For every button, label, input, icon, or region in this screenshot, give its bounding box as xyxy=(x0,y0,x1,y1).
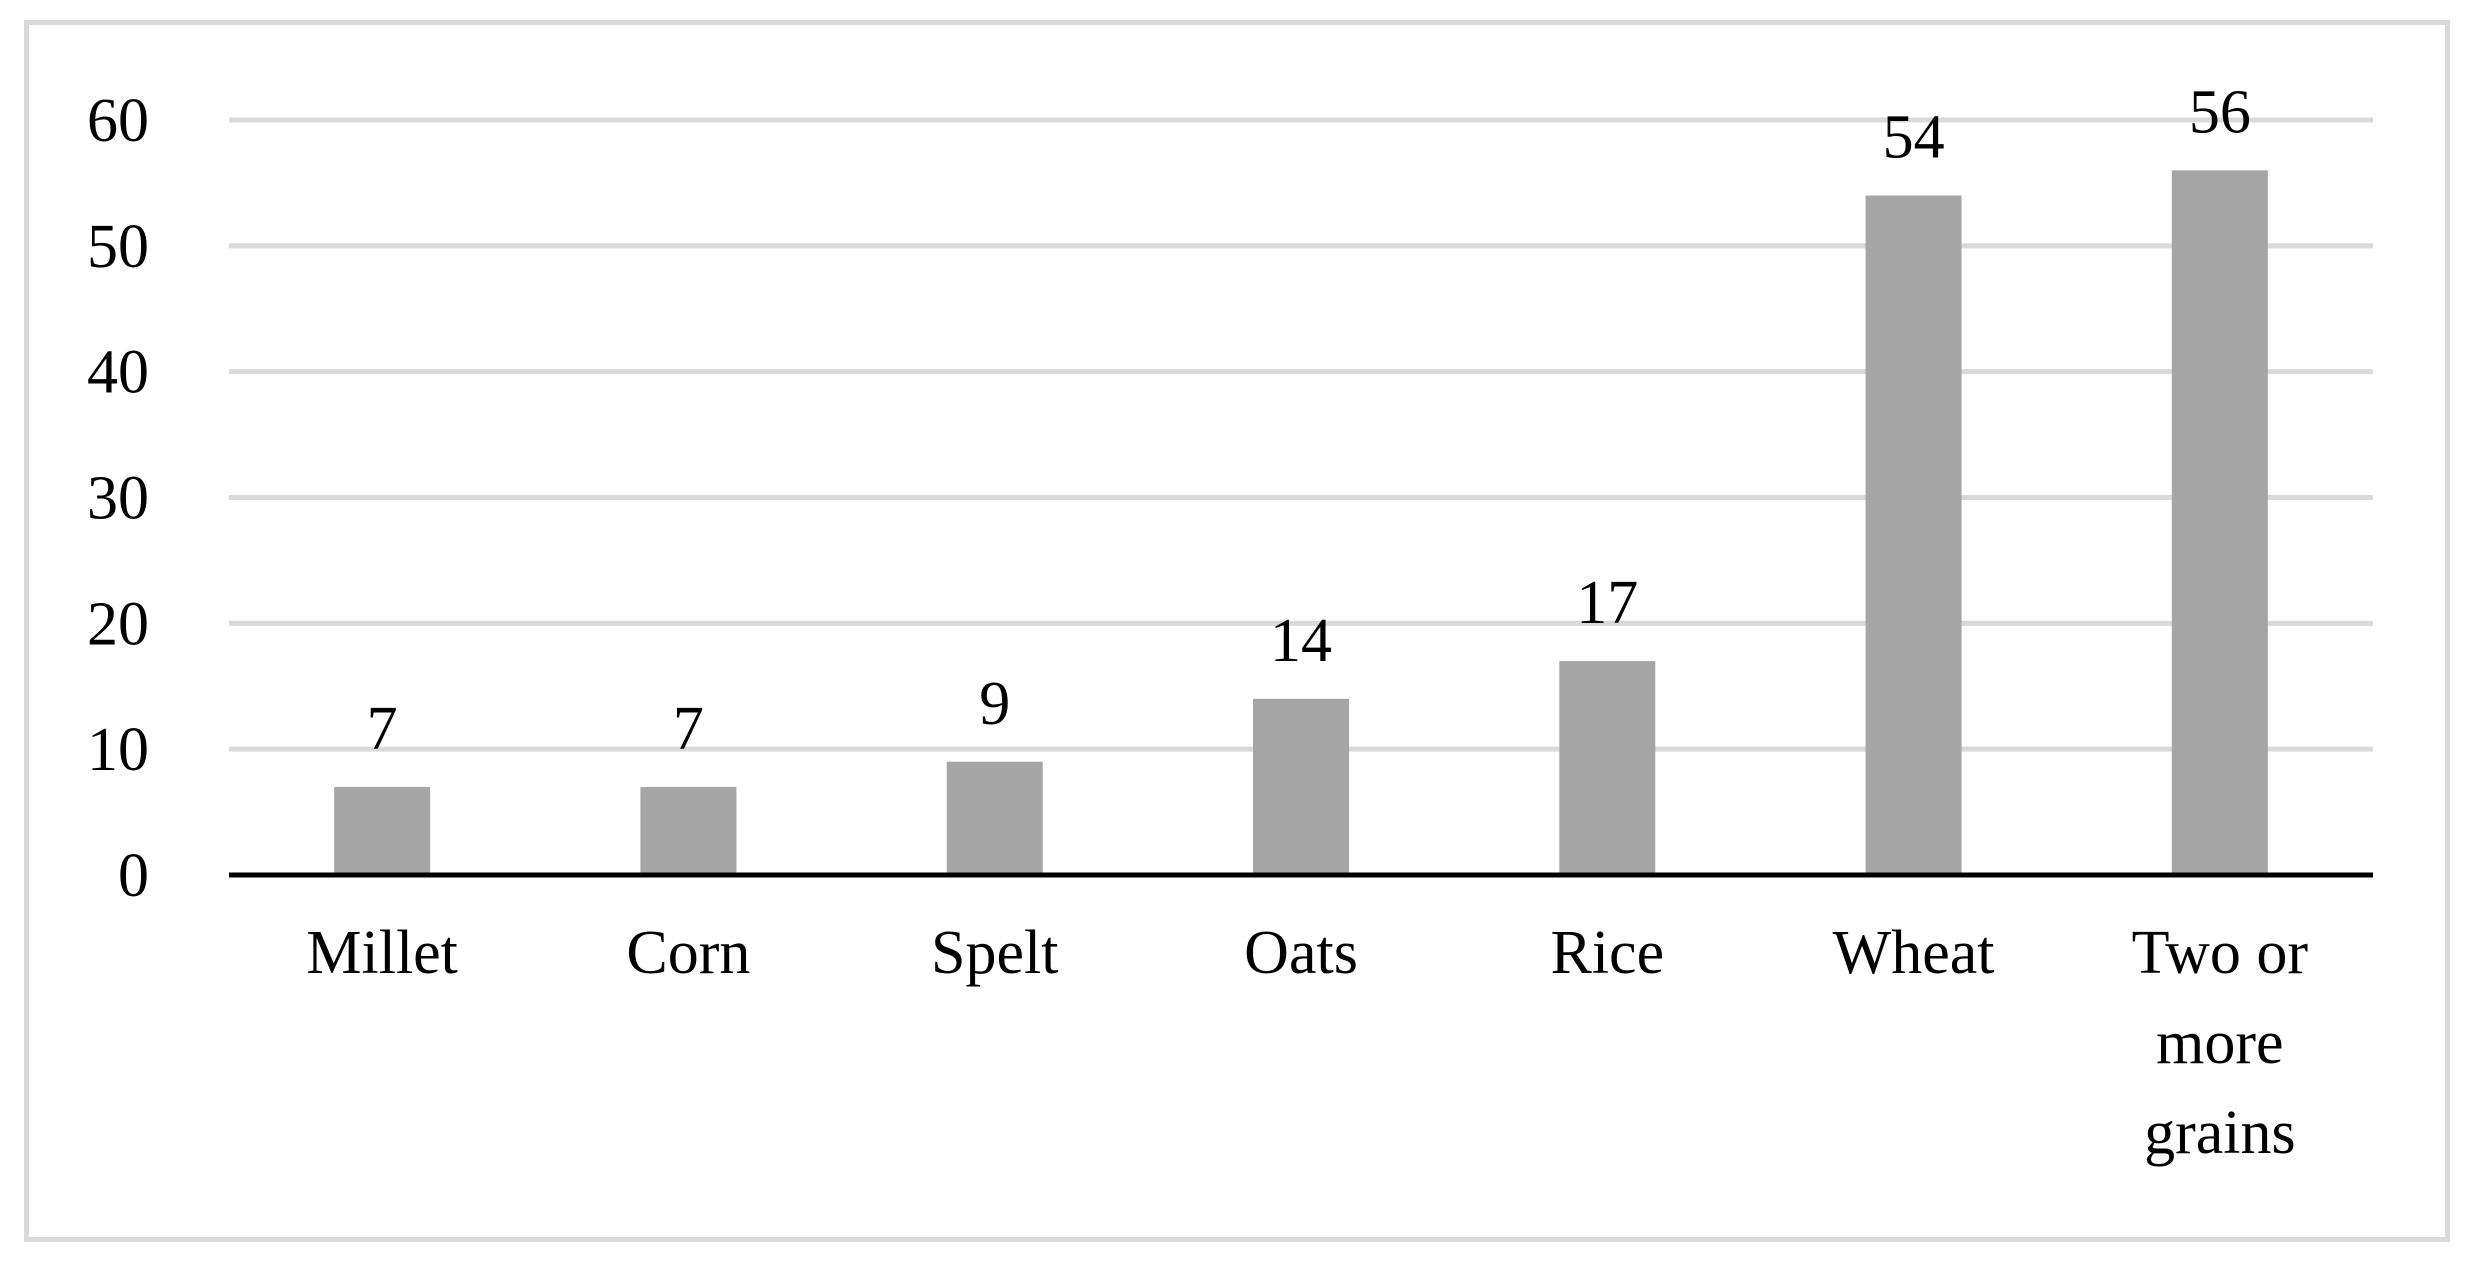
bar xyxy=(640,786,737,875)
data-labels: 7 7 9 14 17 54 56 xyxy=(367,78,2251,763)
data-label: 17 xyxy=(1576,569,1638,637)
bar xyxy=(1865,195,1962,875)
bar-chart: 0 10 20 30 40 50 60 7 7 9 14 17 54 56 Millet Corn Spel… xyxy=(87,78,2373,1167)
category-labels: Millet Corn Spelt Oats Rice Wheat Two or more gr… xyxy=(306,919,2308,1167)
gridlines xyxy=(229,117,2373,752)
y-tick-label: 20 xyxy=(87,590,149,658)
data-label: 7 xyxy=(367,695,398,763)
y-tick-label: 0 xyxy=(118,842,149,910)
data-label: 7 xyxy=(673,695,704,763)
y-tick-label: 10 xyxy=(87,716,149,784)
bar xyxy=(1559,661,1656,875)
category-label: Two or more grains xyxy=(2132,919,2309,1167)
bar xyxy=(946,761,1043,875)
y-tick-label: 30 xyxy=(87,465,149,533)
category-label: Rice xyxy=(1550,919,1664,987)
category-label: Oats xyxy=(1244,919,1358,987)
y-axis-ticks: 0 10 20 30 40 50 60 xyxy=(87,87,149,910)
bar xyxy=(334,786,431,875)
bar xyxy=(1253,698,1349,875)
data-label: 14 xyxy=(1270,607,1332,675)
y-tick-label: 60 xyxy=(87,87,149,155)
y-tick-label: 40 xyxy=(87,339,149,407)
data-label: 54 xyxy=(1883,104,1945,172)
category-label: Corn xyxy=(626,919,750,987)
data-label: 9 xyxy=(979,670,1010,738)
bars xyxy=(334,170,2268,876)
category-label: Millet xyxy=(306,919,458,987)
chart-frame: 0 10 20 30 40 50 60 7 7 9 14 17 54 56 Millet Corn Spel… xyxy=(24,20,2450,1242)
data-label: 56 xyxy=(2189,78,2251,146)
bar xyxy=(2171,170,2268,876)
y-tick-label: 50 xyxy=(87,213,149,281)
category-label: Spelt xyxy=(931,919,1058,987)
category-label: Wheat xyxy=(1833,919,1995,987)
